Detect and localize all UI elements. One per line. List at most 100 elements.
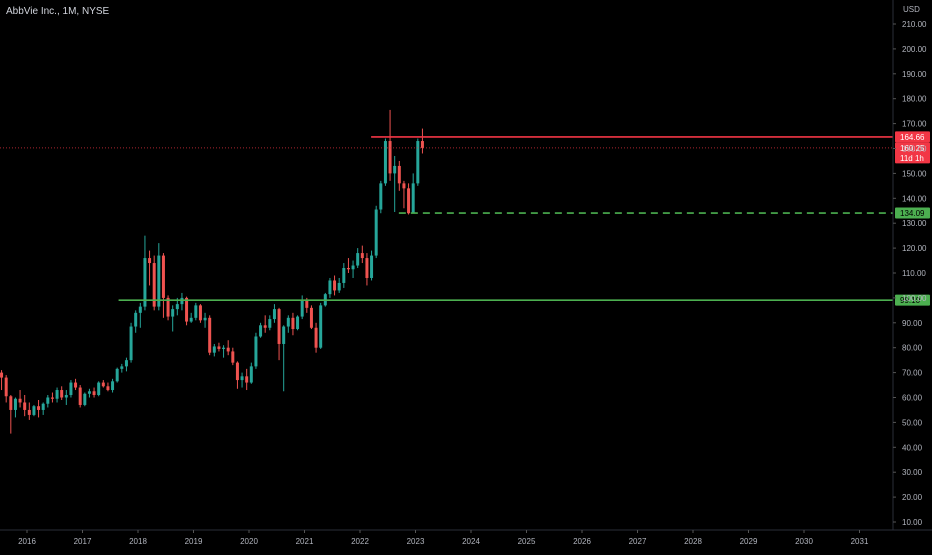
candle-body (138, 306, 142, 313)
y-tick-label: 100.00 (902, 294, 927, 303)
y-tick-label: 40.00 (902, 443, 923, 452)
candle-body (18, 398, 22, 403)
candle-body (254, 336, 258, 367)
candle (296, 315, 300, 331)
candle (314, 322, 318, 353)
y-tick-label: 150.00 (902, 169, 927, 178)
candle (189, 312, 193, 323)
candle-body (277, 309, 281, 344)
y-tick-label: 120.00 (902, 244, 927, 253)
candle (272, 304, 276, 323)
candle-body (55, 390, 59, 399)
candle (291, 312, 295, 336)
y-tick-label: 80.00 (902, 344, 923, 353)
candle (37, 399, 41, 418)
candle (319, 302, 323, 349)
candle-body (296, 316, 300, 330)
candle (231, 347, 235, 366)
candle (161, 253, 165, 318)
y-tick-label: 50.00 (902, 418, 923, 427)
candle (180, 292, 184, 311)
candle-body (379, 183, 383, 210)
candle (60, 386, 64, 400)
candle (111, 378, 115, 393)
level-price-label: 99.10 (895, 294, 930, 306)
candle-body (240, 376, 244, 381)
candle-body (0, 372, 4, 378)
candle-body (245, 376, 249, 383)
candle (152, 255, 156, 311)
candle (208, 315, 212, 356)
x-tick-label: 2029 (740, 537, 758, 546)
candle (328, 277, 332, 298)
candle (277, 307, 281, 361)
time-axis: 2016 2017 2018 2019 2020 2021 2022 2023 2024 2025… (18, 530, 869, 546)
candle (411, 173, 415, 214)
candle-body (152, 263, 156, 307)
candle (0, 370, 4, 391)
candle-body (268, 319, 272, 328)
symbol-title: AbbVie Inc., 1M, NYSE (6, 6, 110, 17)
candle (55, 387, 59, 403)
candle-body (32, 406, 36, 415)
x-tick-label: 2025 (518, 537, 536, 546)
candle-body (46, 397, 50, 404)
candle-body (78, 387, 82, 405)
x-tick-label: 2018 (129, 537, 147, 546)
candle (83, 392, 87, 407)
candle-body (393, 165, 397, 174)
candle-body (259, 325, 263, 337)
candle-body (175, 304, 179, 310)
candle-body (333, 280, 337, 291)
candle-body (87, 391, 91, 394)
y-tick-label: 130.00 (902, 219, 927, 228)
candle-body (416, 141, 420, 184)
candle-body (402, 183, 406, 189)
x-tick-label: 2027 (629, 537, 647, 546)
candle-body (9, 396, 13, 410)
candle-body (23, 402, 27, 410)
candle (97, 381, 101, 397)
x-tick-label: 2028 (684, 537, 702, 546)
candle-body (217, 346, 221, 349)
candle-body (263, 325, 267, 328)
x-tick-label: 2030 (795, 537, 813, 546)
candle (402, 180, 406, 209)
candle (185, 296, 189, 326)
candle (4, 375, 8, 403)
candle (300, 295, 304, 320)
candle-body (222, 347, 226, 349)
candle-body (235, 362, 239, 381)
candle-body (194, 305, 198, 318)
candle-body (92, 391, 96, 396)
candle (198, 304, 202, 323)
candle-body (226, 347, 230, 352)
candle (268, 315, 272, 331)
candle-body (161, 255, 165, 298)
candle-body (166, 297, 170, 317)
y-tick-label: 30.00 (902, 468, 923, 477)
candle-body (342, 268, 346, 283)
candle (124, 357, 128, 372)
candle-body (120, 366, 124, 369)
y-tick-label: 210.00 (902, 20, 927, 29)
candle (27, 402, 31, 420)
candle (87, 388, 91, 398)
y-tick-label: 20.00 (902, 493, 923, 502)
candle-body (383, 141, 387, 184)
candle-body (180, 297, 184, 305)
candle-body (411, 183, 415, 214)
x-tick-label: 2022 (351, 537, 369, 546)
candle (106, 382, 110, 392)
candle-body (111, 381, 115, 391)
level-price-label: 134.09 (895, 207, 930, 219)
candle-body (309, 307, 313, 328)
candle-body (231, 351, 235, 363)
y-tick-label: 180.00 (902, 95, 927, 104)
candle-body (337, 282, 341, 291)
candle (18, 390, 22, 408)
candle-body (397, 165, 401, 184)
candle (420, 128, 424, 154)
